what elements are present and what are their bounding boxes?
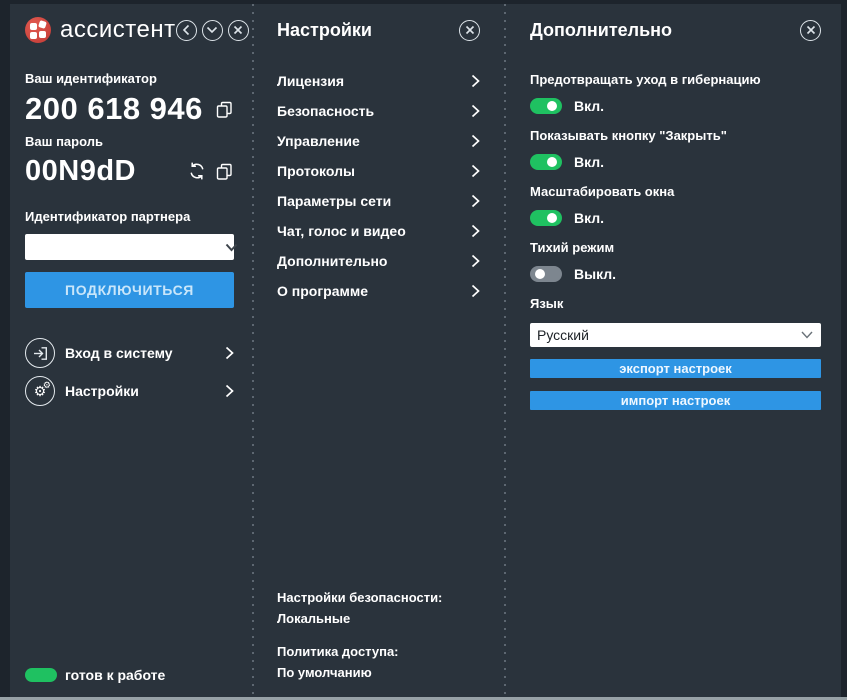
nav-login-label: Вход в систему (65, 345, 173, 361)
access-policy-label: Политика доступа: (277, 644, 399, 659)
menu-item-security[interactable]: Безопасность (277, 96, 480, 126)
status-indicator (25, 668, 57, 682)
copy-id-icon[interactable] (215, 100, 234, 119)
panel-divider (252, 4, 254, 697)
chevron-right-icon (471, 74, 480, 88)
menu-item-management[interactable]: Управление (277, 126, 480, 156)
panel-divider (504, 4, 506, 697)
nav-settings-label: Настройки (65, 383, 139, 399)
copy-password-icon[interactable] (215, 162, 234, 181)
show-close-button-state: Вкл. (574, 154, 605, 170)
menu-item-network[interactable]: Параметры сети (277, 186, 480, 216)
settings-title: Настройки (277, 19, 372, 40)
minimize-icon[interactable] (201, 19, 223, 41)
partner-id-combobox[interactable] (25, 234, 238, 260)
security-settings-value: Локальные (277, 611, 351, 626)
show-close-button-toggle[interactable] (530, 154, 562, 170)
import-settings-button[interactable]: импорт настроек (530, 391, 821, 410)
close-advanced-icon[interactable] (800, 19, 821, 41)
chevron-right-icon (471, 134, 480, 148)
security-settings-label: Настройки безопасности: (277, 590, 443, 605)
access-policy-value: По умолчанию (277, 665, 372, 680)
regenerate-password-icon[interactable] (187, 161, 207, 181)
silent-mode-state: Выкл. (574, 266, 617, 282)
window-bottom-edge (0, 697, 847, 700)
main-panel: ассистент Ваш идентификатор 200 618 946 (10, 4, 252, 697)
menu-item-chat-voice-video[interactable]: Чат, голос и видео (277, 216, 480, 246)
your-id-value: 200 618 946 (25, 91, 203, 126)
language-select[interactable]: Русский (530, 323, 821, 347)
status-text: готов к работе (65, 667, 166, 683)
advanced-title: Дополнительно (530, 19, 673, 40)
language-dropdown-icon (793, 331, 821, 339)
menu-item-advanced[interactable]: Дополнительно (277, 246, 480, 276)
scale-windows-label: Масштабировать окна (530, 184, 675, 199)
menu-item-protocols[interactable]: Протоколы (277, 156, 480, 186)
prevent-hibernation-state: Вкл. (574, 98, 605, 114)
close-settings-icon[interactable] (459, 19, 480, 41)
prevent-hibernation-label: Предотвращать уход в гибернацию (530, 72, 761, 87)
chevron-right-icon (471, 284, 480, 298)
chevron-right-icon (225, 384, 234, 398)
app-title: ассистент (60, 16, 176, 43)
partner-id-label: Идентификатор партнера (25, 209, 191, 224)
chevron-right-icon (225, 346, 234, 360)
app-logo-icon (25, 17, 51, 43)
prevent-hibernation-toggle[interactable] (530, 98, 562, 114)
menu-item-about[interactable]: О программе (277, 276, 480, 306)
status-row: готов к работе (25, 667, 234, 683)
your-password-label: Ваш пароль (25, 134, 103, 149)
chevron-right-icon (471, 254, 480, 268)
nav-item-login[interactable]: Вход в систему (25, 338, 234, 368)
your-password-value: 00N9dD (25, 155, 136, 187)
menu-item-license[interactable]: Лицензия (277, 66, 480, 96)
settings-panel: Настройки Лицензия Безопасность Управлен… (254, 4, 504, 697)
settings-gears-icon: ⚙ ⚙ (25, 376, 55, 406)
login-icon (25, 338, 55, 368)
language-label: Язык (530, 296, 564, 311)
show-close-button-label: Показывать кнопку "Закрыть" (530, 128, 727, 143)
partner-id-dropdown-icon[interactable] (218, 243, 245, 252)
language-value: Русский (537, 327, 589, 343)
settings-footer: Настройки безопасности: Локальные Полити… (277, 575, 480, 683)
nav-item-settings[interactable]: ⚙ ⚙ Настройки (25, 376, 234, 406)
advanced-panel: Дополнительно Предотвращать уход в гибер… (506, 4, 841, 697)
scale-windows-state: Вкл. (574, 210, 605, 226)
collapse-left-icon[interactable] (175, 19, 197, 41)
your-id-label: Ваш идентификатор (25, 71, 157, 86)
settings-menu: Лицензия Безопасность Управление Протоко… (277, 66, 480, 306)
silent-mode-toggle[interactable] (530, 266, 562, 282)
chevron-right-icon (471, 194, 480, 208)
connect-button[interactable]: ПОДКЛЮЧИТЬСЯ (25, 272, 234, 308)
chevron-right-icon (471, 164, 480, 178)
chevron-right-icon (471, 224, 480, 238)
scale-windows-toggle[interactable] (530, 210, 562, 226)
export-settings-button[interactable]: экспорт настроек (530, 359, 821, 378)
partner-id-input[interactable] (25, 234, 218, 260)
close-app-icon[interactable] (227, 19, 249, 41)
chevron-right-icon (471, 104, 480, 118)
main-header: ассистент (25, 4, 249, 56)
silent-mode-label: Тихий режим (530, 240, 615, 255)
